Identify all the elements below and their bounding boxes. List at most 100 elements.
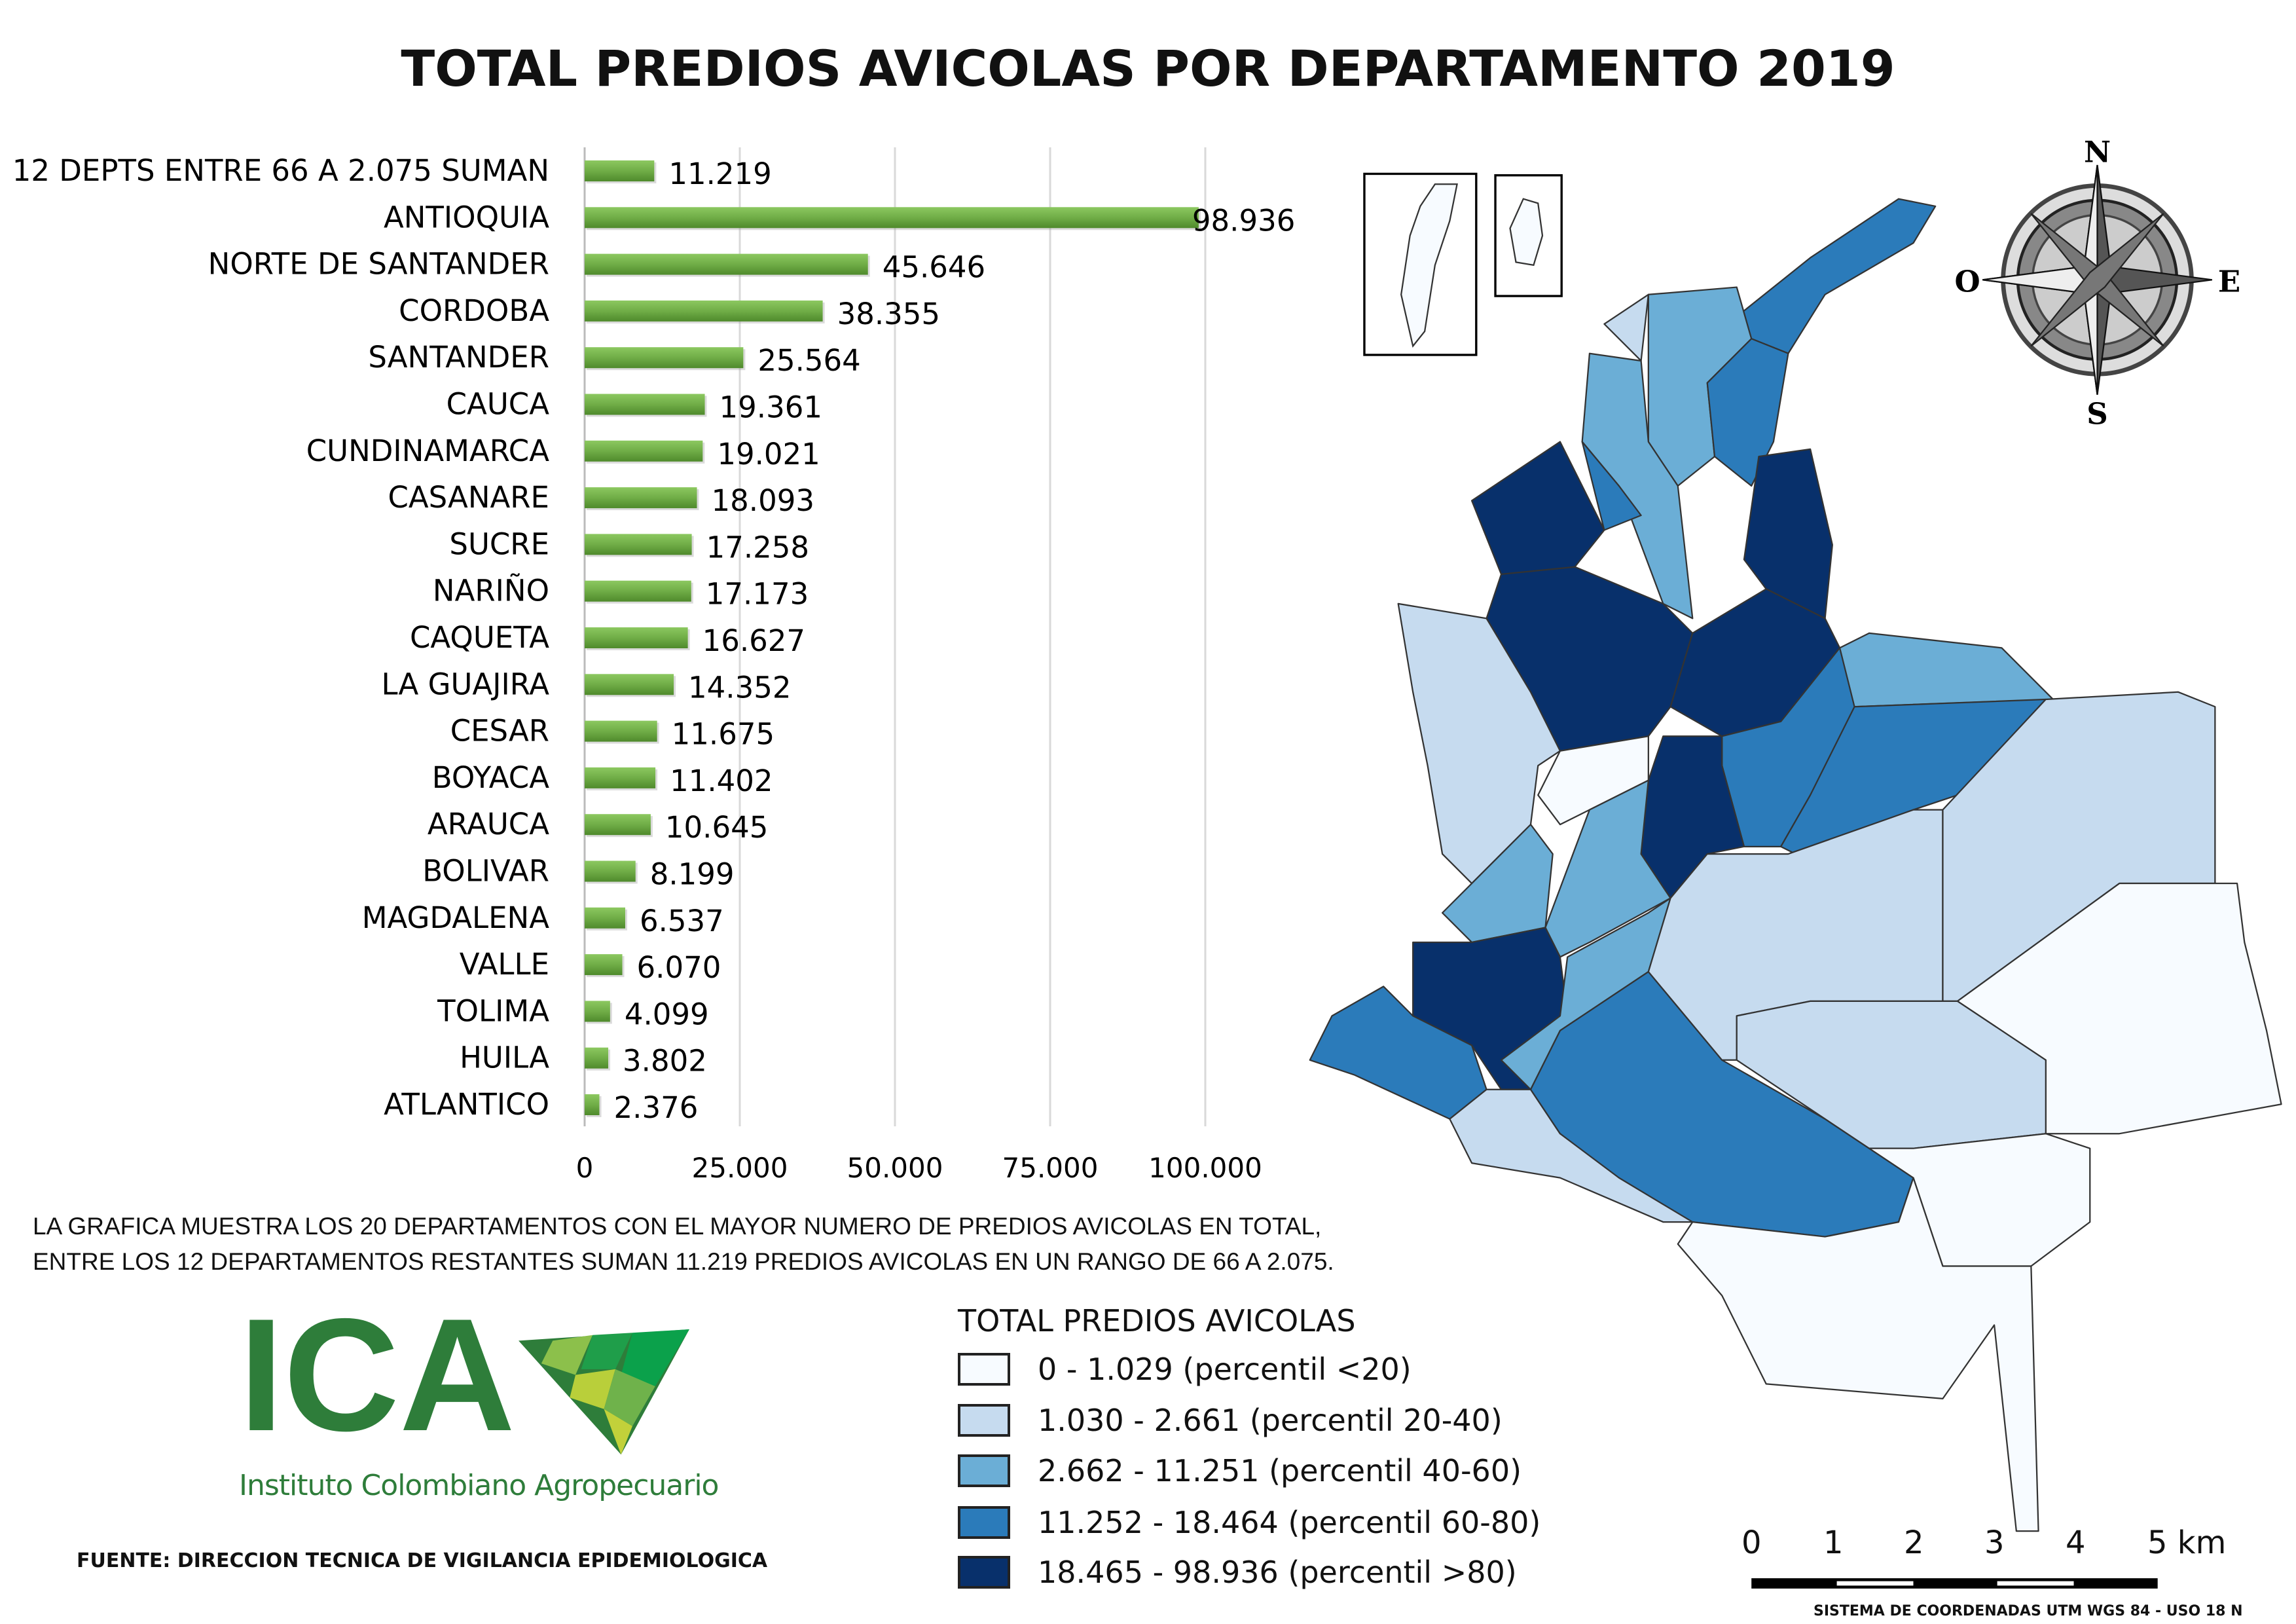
- scale-label-0: 0: [1741, 1524, 1762, 1561]
- data-label: 3.802: [623, 1044, 707, 1079]
- bar: [585, 394, 705, 415]
- ica-logo-emblem: [519, 1329, 689, 1455]
- legend-swatch: [958, 1556, 1010, 1589]
- data-label: 16.627: [702, 623, 805, 658]
- legend-item: 18.465 - 98.936 (percentil >80): [958, 1554, 1517, 1591]
- bar: [585, 487, 697, 509]
- chart-note-line2: ENTRE LOS 12 DEPARTAMENTOS RESTANTES SUM…: [33, 1248, 1334, 1275]
- category-label: CESAR: [450, 714, 549, 748]
- dept-amazonas: [1677, 1177, 2039, 1532]
- dept-cesar: [1706, 338, 1789, 487]
- legend-item: 0 - 1.029 (percentil <20): [958, 1351, 1412, 1388]
- data-label: 45.646: [883, 250, 985, 285]
- bar: [585, 627, 688, 648]
- legend-label: 2.662 - 11.251 (percentil 40-60): [1038, 1453, 1522, 1488]
- data-label: 38.355: [837, 297, 940, 331]
- bar: [585, 347, 744, 369]
- bar: [585, 814, 651, 836]
- bar: [585, 1047, 609, 1069]
- bar: [585, 160, 655, 181]
- legend-item: 1.030 - 2.661 (percentil 20-40): [958, 1402, 1503, 1439]
- category-label: CAUCA: [446, 387, 550, 422]
- legend-label: 1.030 - 2.661 (percentil 20-40): [1038, 1403, 1503, 1438]
- x-tick-label: 75.000: [1002, 1152, 1099, 1184]
- x-tick-label: 100.000: [1148, 1152, 1262, 1184]
- bar: [585, 534, 692, 555]
- scale-label-2: 2: [1904, 1524, 1924, 1561]
- category-label: LA GUAJIRA: [381, 667, 549, 701]
- bar: [585, 253, 868, 275]
- category-label: NARIÑO: [433, 574, 549, 608]
- compass-n: N: [2084, 134, 2111, 169]
- category-label: ATLANTICO: [384, 1087, 549, 1122]
- scale-label-1: 1: [1823, 1524, 1844, 1561]
- compass-s: S: [2086, 397, 2107, 432]
- data-label: 11.402: [670, 764, 773, 798]
- data-label: 2.376: [614, 1090, 699, 1125]
- x-tick-label: 50.000: [847, 1152, 943, 1184]
- bar: [585, 767, 656, 788]
- category-label: HUILA: [460, 1041, 549, 1075]
- island-insets: [1363, 172, 1563, 356]
- bar: [585, 1001, 610, 1022]
- compass-rose: N S E O: [1954, 134, 2240, 431]
- x-tick-label: 0: [576, 1152, 594, 1184]
- legend-label: 0 - 1.029 (percentil <20): [1038, 1352, 1412, 1387]
- bar: [585, 954, 623, 976]
- data-label: 98.936: [1192, 203, 1295, 238]
- scale-label-4: 4: [2066, 1524, 2086, 1561]
- category-label: NORTE DE SANTANDER: [208, 247, 549, 282]
- dept-norte-de-santander: [1743, 448, 1833, 619]
- data-label: 8.199: [650, 857, 735, 892]
- category-label: CASANARE: [388, 480, 549, 515]
- category-label: BOLIVAR: [422, 854, 549, 889]
- bar: [585, 580, 691, 602]
- category-label: SUCRE: [449, 526, 549, 561]
- data-label: 19.021: [717, 437, 820, 471]
- legend-label: 18.465 - 98.936 (percentil >80): [1038, 1555, 1517, 1590]
- category-label: TOLIMA: [437, 993, 549, 1028]
- category-label: MAGDALENA: [362, 900, 549, 935]
- dept-sucre: [1581, 441, 1642, 531]
- category-label: ANTIOQUIA: [384, 200, 549, 234]
- compass-e: E: [2218, 264, 2240, 299]
- legend-title: TOTAL PREDIOS AVICOLAS: [958, 1303, 1356, 1338]
- category-label: BOYACA: [432, 760, 549, 795]
- dept-atlantico: [1603, 293, 1649, 362]
- ica-logo-name: Instituto Colombiano Agropecuario: [239, 1469, 719, 1502]
- bar: [585, 674, 674, 695]
- x-tick-label: 25.000: [692, 1152, 788, 1184]
- legend-item: 2.662 - 11.251 (percentil 40-60): [958, 1452, 1522, 1489]
- category-label: 12 DEPTS ENTRE 66 A 2.075 SUMAN: [12, 153, 549, 188]
- legend-swatch: [958, 1404, 1010, 1437]
- chart-note-line1: LA GRAFICA MUESTRA LOS 20 DEPARTAMENTOS …: [33, 1213, 1322, 1240]
- bar-chart: 0 25.000 50.000 75.000 100.000 12 DEPTS ENTRE…: [12, 147, 1295, 1184]
- data-label: 10.645: [665, 810, 768, 845]
- legend-swatch: [958, 1353, 1010, 1386]
- dept-la-guajira: [1736, 198, 1937, 354]
- data-label: 14.352: [688, 670, 791, 705]
- scale-label-3: 3: [1984, 1524, 2005, 1561]
- scale-label-5: 5 km: [2147, 1524, 2227, 1561]
- data-label: 19.361: [720, 390, 822, 425]
- bar: [585, 440, 703, 462]
- data-label: 17.258: [706, 530, 809, 564]
- category-label: CAQUETA: [410, 620, 549, 655]
- data-label: 11.675: [672, 717, 774, 752]
- category-label: CORDOBA: [399, 293, 549, 328]
- scale-bar: [1751, 1578, 2158, 1589]
- category-label: CUNDINAMARCA: [306, 434, 549, 468]
- legend-swatch: [958, 1454, 1010, 1487]
- data-label: 6.537: [640, 904, 724, 938]
- data-label: 17.173: [706, 577, 809, 612]
- category-label: SANTANDER: [368, 340, 549, 375]
- dept-arauca: [1838, 632, 2054, 708]
- bar: [585, 300, 823, 322]
- bar: [585, 860, 636, 882]
- legend-swatch: [958, 1506, 1010, 1539]
- legend-label: 11.252 - 18.464 (percentil 60-80): [1038, 1505, 1541, 1540]
- ica-logo-letters: ICA: [239, 1285, 515, 1464]
- data-label: 6.070: [637, 950, 721, 985]
- category-label: ARAUCA: [428, 807, 549, 841]
